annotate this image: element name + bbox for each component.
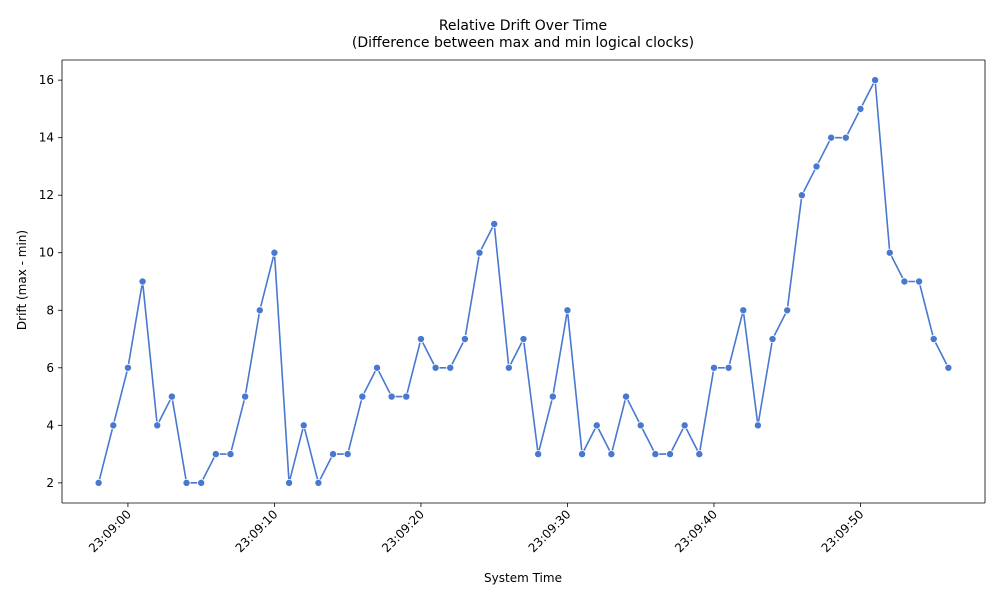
data-point	[885, 248, 894, 257]
data-point	[475, 248, 484, 257]
data-point	[94, 478, 103, 487]
data-point	[446, 363, 455, 372]
data-point	[636, 421, 645, 430]
data-point	[929, 335, 938, 344]
data-point	[153, 421, 162, 430]
data-point	[490, 219, 499, 228]
data-point	[123, 363, 132, 372]
data-point	[739, 306, 748, 315]
data-point	[211, 450, 220, 459]
data-point	[197, 478, 206, 487]
y-tick-label: 16	[39, 73, 54, 87]
data-point	[915, 277, 924, 286]
data-point	[724, 363, 733, 372]
x-tick-label: 23:09:20	[379, 507, 427, 555]
series-line	[97, 79, 950, 484]
data-point	[519, 335, 528, 344]
data-point	[827, 133, 836, 142]
data-point	[768, 335, 777, 344]
data-point	[109, 421, 118, 430]
data-point	[900, 277, 909, 286]
data-point	[314, 478, 323, 487]
data-point	[402, 392, 411, 401]
y-tick-label: 6	[46, 361, 54, 375]
y-tick-label: 4	[46, 418, 54, 432]
data-point	[285, 478, 294, 487]
x-tick-label: 23:09:30	[526, 507, 574, 555]
y-axis-label: Drift (max - min)	[15, 230, 29, 330]
data-point	[299, 421, 308, 430]
data-point	[182, 478, 191, 487]
data-point	[504, 363, 513, 372]
data-point	[548, 392, 557, 401]
data-point	[138, 277, 147, 286]
data-point	[431, 363, 440, 372]
data-point	[329, 450, 338, 459]
data-point	[460, 335, 469, 344]
data-point	[753, 421, 762, 430]
data-point	[622, 392, 631, 401]
data-point	[578, 450, 587, 459]
x-tick-label: 23:09:40	[672, 507, 720, 555]
plot-area: 2 4 6 8 10 12 14 16 23:09:00 23:09:10 23:09:20 23:0…	[39, 59, 986, 555]
data-point	[695, 450, 704, 459]
data-point	[226, 450, 235, 459]
data-point	[607, 450, 616, 459]
data-point	[797, 191, 806, 200]
x-tick-label: 23:09:00	[86, 507, 134, 555]
data-point	[358, 392, 367, 401]
chart-title: Relative Drift Over Time	[439, 18, 607, 34]
data-point	[651, 450, 660, 459]
data-point	[709, 363, 718, 372]
data-point	[856, 104, 865, 113]
x-tick-label: 23:09:10	[233, 507, 281, 555]
data-point	[255, 306, 264, 315]
data-point	[783, 306, 792, 315]
data-point	[534, 450, 543, 459]
data-point	[343, 450, 352, 459]
y-tick-label: 2	[46, 476, 54, 490]
data-point	[666, 450, 675, 459]
data-point	[167, 392, 176, 401]
y-tick-label: 12	[39, 188, 54, 202]
data-point	[841, 133, 850, 142]
data-point	[387, 392, 396, 401]
data-point	[241, 392, 250, 401]
data-point	[563, 306, 572, 315]
data-point	[812, 162, 821, 171]
data-point	[871, 76, 880, 85]
y-tick-label: 14	[39, 131, 54, 145]
data-point	[680, 421, 689, 430]
x-axis-label: System Time	[484, 571, 562, 585]
data-point	[270, 248, 279, 257]
y-tick-label: 8	[46, 303, 54, 317]
data-point	[372, 363, 381, 372]
data-point	[416, 335, 425, 344]
x-tick-label: 23:09:50	[819, 507, 867, 555]
data-point	[944, 363, 953, 372]
chart-subtitle: (Difference between max and min logical …	[352, 35, 694, 51]
data-point	[592, 421, 601, 430]
y-tick-label: 10	[39, 246, 54, 260]
